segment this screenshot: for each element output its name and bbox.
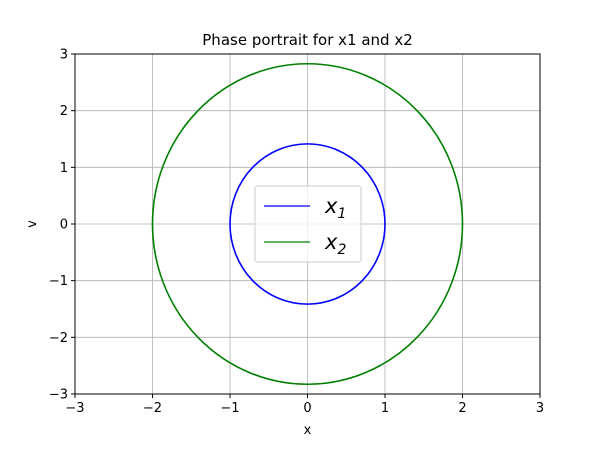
y-tick-label: −1	[49, 274, 68, 289]
y-axis-label: v	[25, 220, 40, 228]
y-tick-label: 0	[60, 218, 68, 233]
legend-label-1: x1	[324, 194, 346, 222]
x-tick-label: −1	[220, 401, 239, 416]
x-axis-label: x	[304, 423, 312, 438]
x-tick-label: 1	[381, 401, 389, 416]
x-tick-label: 3	[536, 401, 544, 416]
y-tick-label: 1	[60, 161, 68, 176]
legend-box	[254, 185, 362, 263]
y-tick-label: −3	[49, 388, 68, 403]
chart-title: Phase portrait for x1 and x2	[202, 31, 412, 49]
axis-ticks: −3 −2 −1 0 1 2 3 −3 −2 −1 0 1 2 3	[49, 48, 544, 417]
y-tick-label: −2	[49, 331, 68, 346]
x-tick-label: −3	[65, 401, 84, 416]
series-2-trajectory	[151, 62, 464, 386]
series-group	[151, 62, 464, 386]
x-tick-label: 0	[303, 401, 311, 416]
x-tick-label: −2	[143, 401, 162, 416]
legend-label-2: x2	[324, 230, 346, 258]
y-tick-label: 3	[60, 48, 68, 63]
x-tick-label: 2	[458, 401, 466, 416]
y-tick-label: 2	[60, 104, 68, 119]
series-1-trajectory	[229, 143, 386, 305]
